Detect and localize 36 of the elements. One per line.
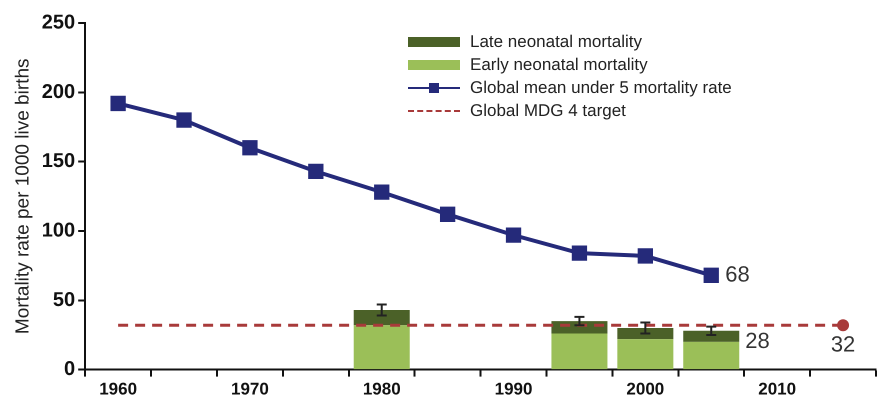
point: [176, 112, 192, 128]
y-tick-label: 100: [42, 219, 76, 242]
bar: [617, 339, 674, 370]
bar: [683, 330, 740, 342]
point: [110, 96, 126, 112]
x-tick-label: 2010: [758, 379, 796, 398]
point: [308, 164, 324, 179]
bar: [551, 334, 608, 370]
bar: [617, 328, 674, 340]
x-tick-label: 1980: [362, 379, 401, 398]
annotation: 32: [830, 331, 856, 356]
bar: [354, 325, 410, 370]
legend-label: Global MDG 4 target: [470, 100, 626, 122]
legend-label: Global mean under 5 mortality rate: [470, 77, 732, 99]
y-tick-label: 200: [42, 80, 76, 103]
point: [242, 140, 258, 156]
point: [440, 206, 456, 222]
x-tick-label: 1970: [231, 379, 269, 398]
x-tick-label: 1960: [99, 379, 138, 398]
y-axis-title: Mortality rate per 1000 live births: [12, 58, 34, 334]
data-label: 68: [725, 261, 750, 286]
x-tick-label: 1990: [494, 379, 532, 398]
y-tick-label: 0: [64, 358, 76, 380]
bar: [683, 342, 740, 370]
point: [374, 184, 390, 200]
y-tick-label: 150: [42, 150, 76, 172]
legend-label: Early neonatal mortality: [470, 54, 648, 76]
point: [704, 268, 719, 283]
y-tick-label: 50: [52, 288, 76, 311]
y-tick-label: 250: [42, 12, 76, 34]
x-tick-label: 2000: [626, 379, 664, 398]
point: [572, 245, 588, 261]
legend-label: Late neonatal mortality: [470, 31, 642, 53]
point: [506, 227, 522, 243]
point: [638, 248, 653, 264]
total-label: 28: [745, 328, 770, 353]
